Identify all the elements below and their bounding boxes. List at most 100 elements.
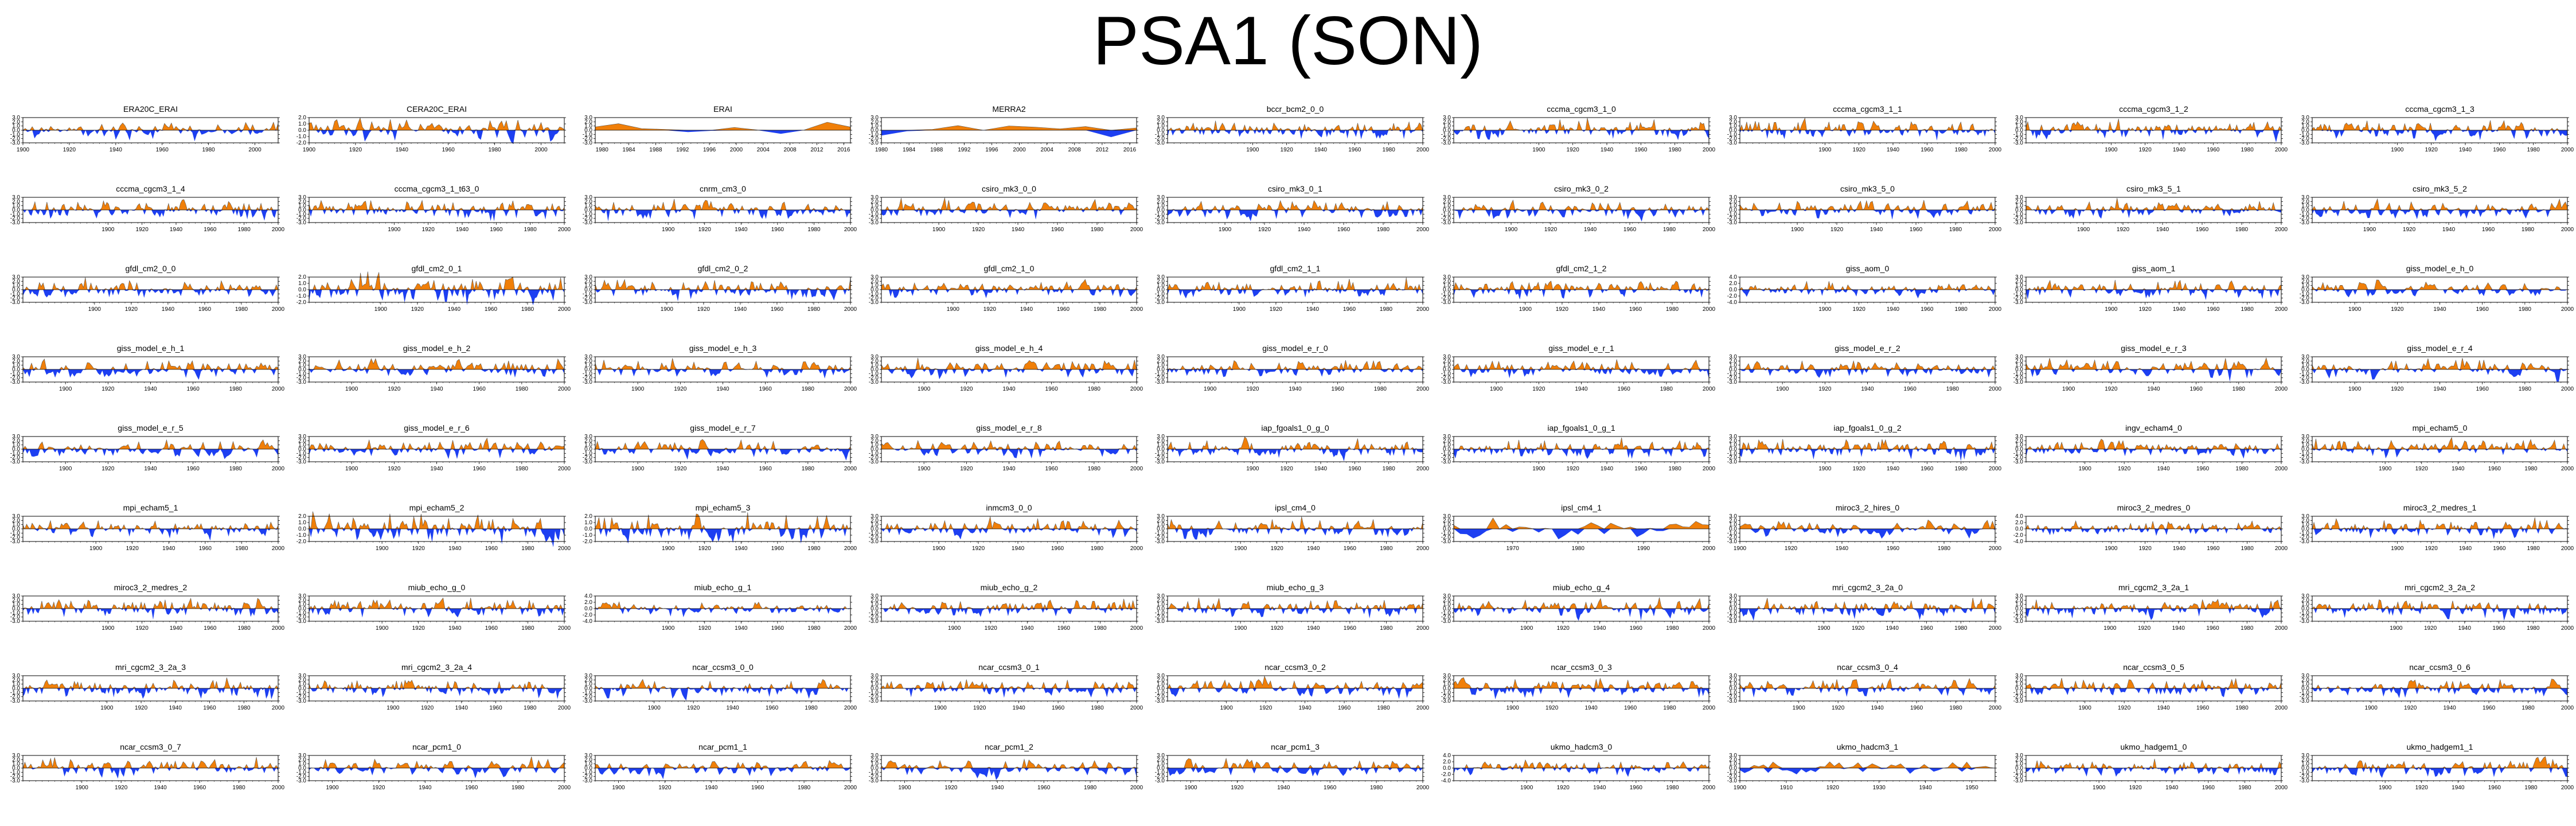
x-tick-label: 1988	[930, 147, 943, 153]
x-tick-label: 1980	[807, 306, 821, 313]
x-tick-label: 1900	[662, 625, 675, 632]
x-tick-label: 1960	[771, 306, 784, 313]
panel-giss_model_e_r_6: giss_model_e_r_6 3.02.01.00.0-1.0-2.0-3.0…	[296, 423, 571, 472]
panel-gfdl_cm2_1_1: gfdl_cm2_1_1 3.02.01.00.0-1.0-2.0-3.0 1900…	[1155, 264, 1430, 313]
y-tick-label: -2.0	[1441, 614, 1451, 621]
x-tick-label: 1980	[2524, 466, 2538, 472]
x-tick-label: 1920	[960, 466, 973, 472]
y-tick-label: 2.0	[1443, 438, 1451, 444]
x-tick-label: 1980	[2235, 227, 2249, 233]
y-tick-label: -2.0	[1441, 136, 1451, 142]
y-tick-label: 3.0	[1157, 354, 1165, 360]
x-tick-label: 1940	[1887, 306, 1900, 313]
x-tick-label: 1920	[1270, 306, 1283, 313]
positive-area	[881, 279, 1137, 290]
x-tick-label: 2000	[2561, 386, 2574, 392]
y-tick-label: 1.0	[584, 363, 592, 369]
positive-area	[1168, 120, 1423, 130]
y-tick-label: -3.0	[869, 379, 879, 385]
x-tick-label: 1920	[1271, 546, 1284, 552]
panel-cnrm_cm3_0: cnrm_cm3_0 3.02.01.00.0-1.0-2.0-3.0 1900 19…	[583, 184, 857, 233]
y-tick-label: -3.0	[2300, 299, 2310, 306]
x-tick-label: 1900	[1519, 306, 1532, 313]
positive-area	[2026, 599, 2281, 609]
y-tick-label: 0.0	[1443, 207, 1451, 213]
x-tick-label: 1940	[170, 625, 183, 632]
positive-area	[2026, 439, 2281, 449]
series-line	[881, 279, 1137, 290]
y-tick-label: -3.0	[2300, 379, 2310, 385]
y-tick-label: -1.0	[10, 610, 21, 616]
x-tick-label: 1900	[631, 466, 645, 472]
positive-area	[881, 125, 1137, 130]
y-tick-label: 0.0	[298, 207, 306, 213]
x-tick-label: 1992	[958, 147, 971, 153]
y-tick-label: 3.0	[1157, 593, 1165, 599]
x-tick-label: 1920	[411, 306, 424, 313]
positive-area	[1740, 281, 1995, 290]
y-tick-label: -3.0	[1441, 299, 1451, 306]
y-tick-label: 3.0	[2015, 354, 2023, 360]
panel-giss_model_e_h_1: giss_model_e_h_1 3.02.01.00.0-1.0-2.0-3.0…	[10, 344, 285, 392]
positive-area	[2312, 279, 2567, 290]
y-tick-label: 1.0	[298, 363, 306, 369]
y-tick-label: 0.0	[1157, 287, 1165, 293]
x-tick-label: 1980	[2235, 466, 2249, 472]
panel-title: giss_model_e_r_2	[1835, 344, 1900, 353]
x-tick-label: 1980	[229, 466, 243, 472]
x-tick-label: 1900	[303, 147, 316, 153]
x-tick-label: 1960	[759, 386, 772, 392]
x-tick-label: 1980	[1383, 466, 1396, 472]
x-tick-label: 1920	[2139, 546, 2152, 552]
y-tick-label: -2.0	[296, 614, 307, 621]
y-tick-label: 2.0	[12, 358, 20, 364]
y-tick-label: -1.0	[10, 371, 21, 377]
y-tick-label: 3.0	[1443, 274, 1451, 280]
panel-inmcm3_0_0: inmcm3_0_0 3.02.01.00.0-1.0-2.0-3.0 1900 19…	[869, 503, 1143, 552]
panel-cccma_cgcm3_1_3: cccma_cgcm3_1_3 3.02.01.00.0-1.0-2.0-3.0 1…	[2300, 104, 2574, 153]
y-tick-label: 1.0	[871, 123, 879, 130]
y-tick-label: 3.0	[2015, 115, 2023, 121]
y-tick-label: 1.0	[584, 520, 592, 526]
x-tick-label: 1996	[985, 147, 998, 153]
y-tick-label: 1.0	[1157, 123, 1165, 130]
positive-area	[595, 602, 850, 609]
x-tick-label: 1940	[1836, 546, 1849, 552]
y-tick-label: -3.0	[296, 220, 307, 226]
negative-area	[881, 449, 1137, 459]
y-tick-label: 1.0	[1443, 442, 1451, 449]
y-tick-label: 1.0	[2015, 203, 2023, 209]
x-tick-label: 1900	[1234, 546, 1247, 552]
x-tick-label: 1940	[2173, 147, 2186, 153]
y-tick-label: 0.0	[584, 287, 592, 293]
y-tick-label: -2.0	[296, 140, 307, 146]
x-tick-label: 1900	[662, 227, 675, 233]
y-tick-label: 2.0	[2015, 520, 2023, 526]
panel-title: giss_model_e_r_4	[2407, 344, 2473, 353]
x-tick-label: 2000	[1703, 625, 1716, 632]
negative-area	[1740, 449, 1995, 461]
y-tick-label: 0.0	[2301, 446, 2309, 453]
y-tick-label: 2.0	[298, 513, 306, 520]
x-tick-label: 2000	[272, 546, 285, 552]
y-tick-label: 0.0	[1443, 287, 1451, 293]
x-tick-label: 1980	[1955, 306, 1968, 313]
panel-title: mri_cgcm2_3_2a_0	[1832, 583, 1903, 592]
y-tick-label: -2.0	[1441, 535, 1451, 541]
y-tick-label: -2.0	[1155, 216, 1165, 222]
positive-area	[2312, 517, 2567, 529]
x-tick-label: 2000	[844, 227, 857, 233]
y-tick-label: -3.0	[1441, 379, 1451, 385]
panel-mri_cgcm2_3_2a_1: mri_cgcm2_3_2a_1 3.02.01.00.0-1.0-2.0-3.0…	[2013, 583, 2288, 632]
x-tick-label: 2000	[1416, 386, 1430, 392]
y-tick-label: -3.0	[10, 379, 21, 385]
positive-area	[23, 520, 278, 529]
panel-title: gfdl_cm2_1_1	[1270, 264, 1321, 273]
x-tick-label: 1900	[932, 227, 946, 233]
y-tick-label: 3.0	[1729, 593, 1737, 599]
y-tick-label: -3.0	[10, 618, 21, 625]
y-tick-label: 2.0	[2015, 119, 2023, 125]
y-tick-label: 3.0	[1157, 115, 1165, 121]
y-tick-label: 3.0	[298, 593, 306, 599]
panel-giss_model_e_r_8: giss_model_e_r_8 3.02.01.00.0-1.0-2.0-3.0…	[869, 423, 1143, 472]
